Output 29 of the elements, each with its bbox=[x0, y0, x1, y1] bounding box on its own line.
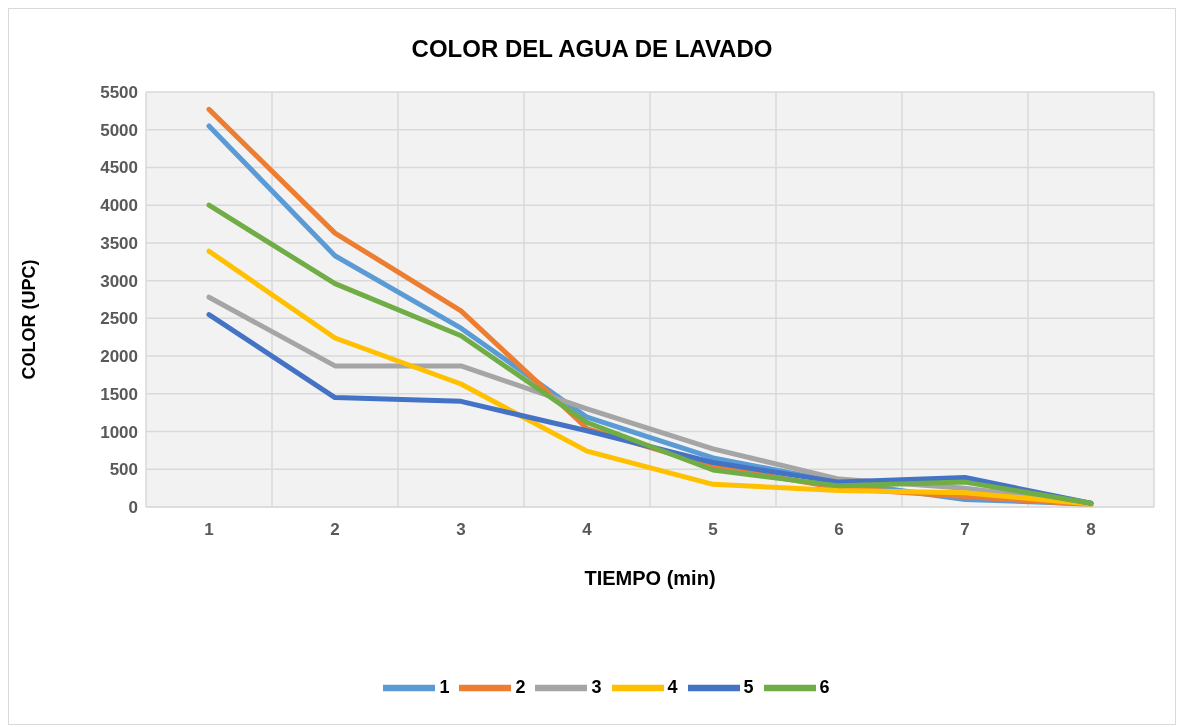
x-tick-label: 2 bbox=[330, 520, 340, 540]
y-tick-label: 2500 bbox=[100, 309, 138, 329]
y-tick-label: 3500 bbox=[100, 233, 138, 253]
legend-label: 4 bbox=[667, 676, 678, 697]
y-tick-label: 500 bbox=[109, 460, 138, 480]
y-tick-label: 4500 bbox=[100, 158, 138, 178]
y-tick-label: 4000 bbox=[100, 196, 138, 216]
legend-label: 6 bbox=[819, 676, 830, 697]
x-tick-label: 3 bbox=[456, 520, 466, 540]
y-tick-label: 1500 bbox=[100, 384, 138, 404]
y-tick-label: 5000 bbox=[100, 120, 138, 140]
x-tick-label: 4 bbox=[582, 520, 593, 540]
y-tick-label: 1000 bbox=[100, 422, 138, 442]
x-tick-label: 7 bbox=[960, 520, 970, 540]
x-tick-label: 8 bbox=[1086, 520, 1096, 540]
y-tick-label: 3000 bbox=[100, 271, 138, 291]
x-axis-title: TIEMPO (min) bbox=[584, 567, 716, 589]
x-tick-label: 6 bbox=[834, 520, 844, 540]
x-tick-label: 1 bbox=[204, 520, 214, 540]
legend-label: 1 bbox=[439, 676, 450, 697]
chart-title: COLOR DEL AGUA DE LAVADO bbox=[410, 35, 774, 63]
legend-label: 2 bbox=[515, 676, 526, 697]
y-tick-label: 2000 bbox=[100, 347, 138, 367]
x-tick-label: 5 bbox=[708, 520, 718, 540]
legend-label: 5 bbox=[743, 676, 754, 697]
y-tick-label: 0 bbox=[128, 498, 138, 518]
y-tick-label: 5500 bbox=[100, 83, 138, 103]
legend-label: 3 bbox=[591, 676, 602, 697]
y-axis-title: COLOR (UPC) bbox=[19, 259, 40, 380]
